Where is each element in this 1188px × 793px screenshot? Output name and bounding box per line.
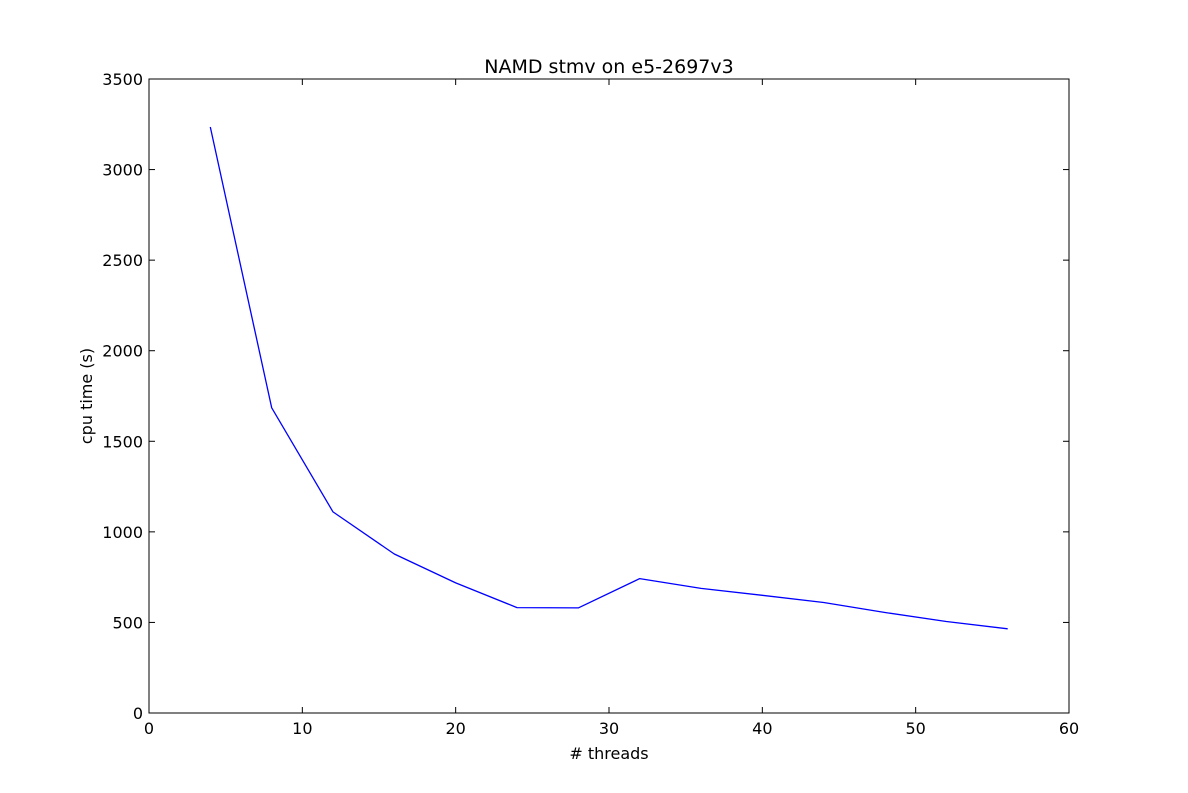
- y-tick-label: 0: [133, 704, 143, 723]
- tick-labels: 0 10 20 30 40 50 60 0 500 1000 1500 2000 2500 3000 350…: [102, 70, 1079, 738]
- y-tick-label: 2000: [102, 342, 143, 361]
- y-tick-label: 3500: [102, 70, 143, 89]
- x-axis-label: # threads: [569, 744, 648, 763]
- x-tick-label: 20: [445, 719, 465, 738]
- x-tick-label: 60: [1059, 719, 1079, 738]
- y-axis-label: cpu time (s): [77, 348, 96, 444]
- chart-title: NAMD stmv on e5-2697v3: [484, 56, 733, 78]
- series-line: [209, 126, 1008, 630]
- plot-lines: [209, 126, 1008, 630]
- y-tick-label: 1500: [102, 432, 143, 451]
- y-tick-label: 3000: [102, 161, 143, 180]
- x-tick-label: 30: [599, 719, 619, 738]
- y-tick-label: 2500: [102, 251, 143, 270]
- x-tick-label: 0: [144, 719, 154, 738]
- x-tick-label: 40: [752, 719, 772, 738]
- y-tick-label: 500: [112, 613, 143, 632]
- plot-frame: [148, 78, 1070, 714]
- x-tick-label: 50: [905, 719, 925, 738]
- y-tick-label: 1000: [102, 523, 143, 542]
- x-tick-label: 10: [292, 719, 312, 738]
